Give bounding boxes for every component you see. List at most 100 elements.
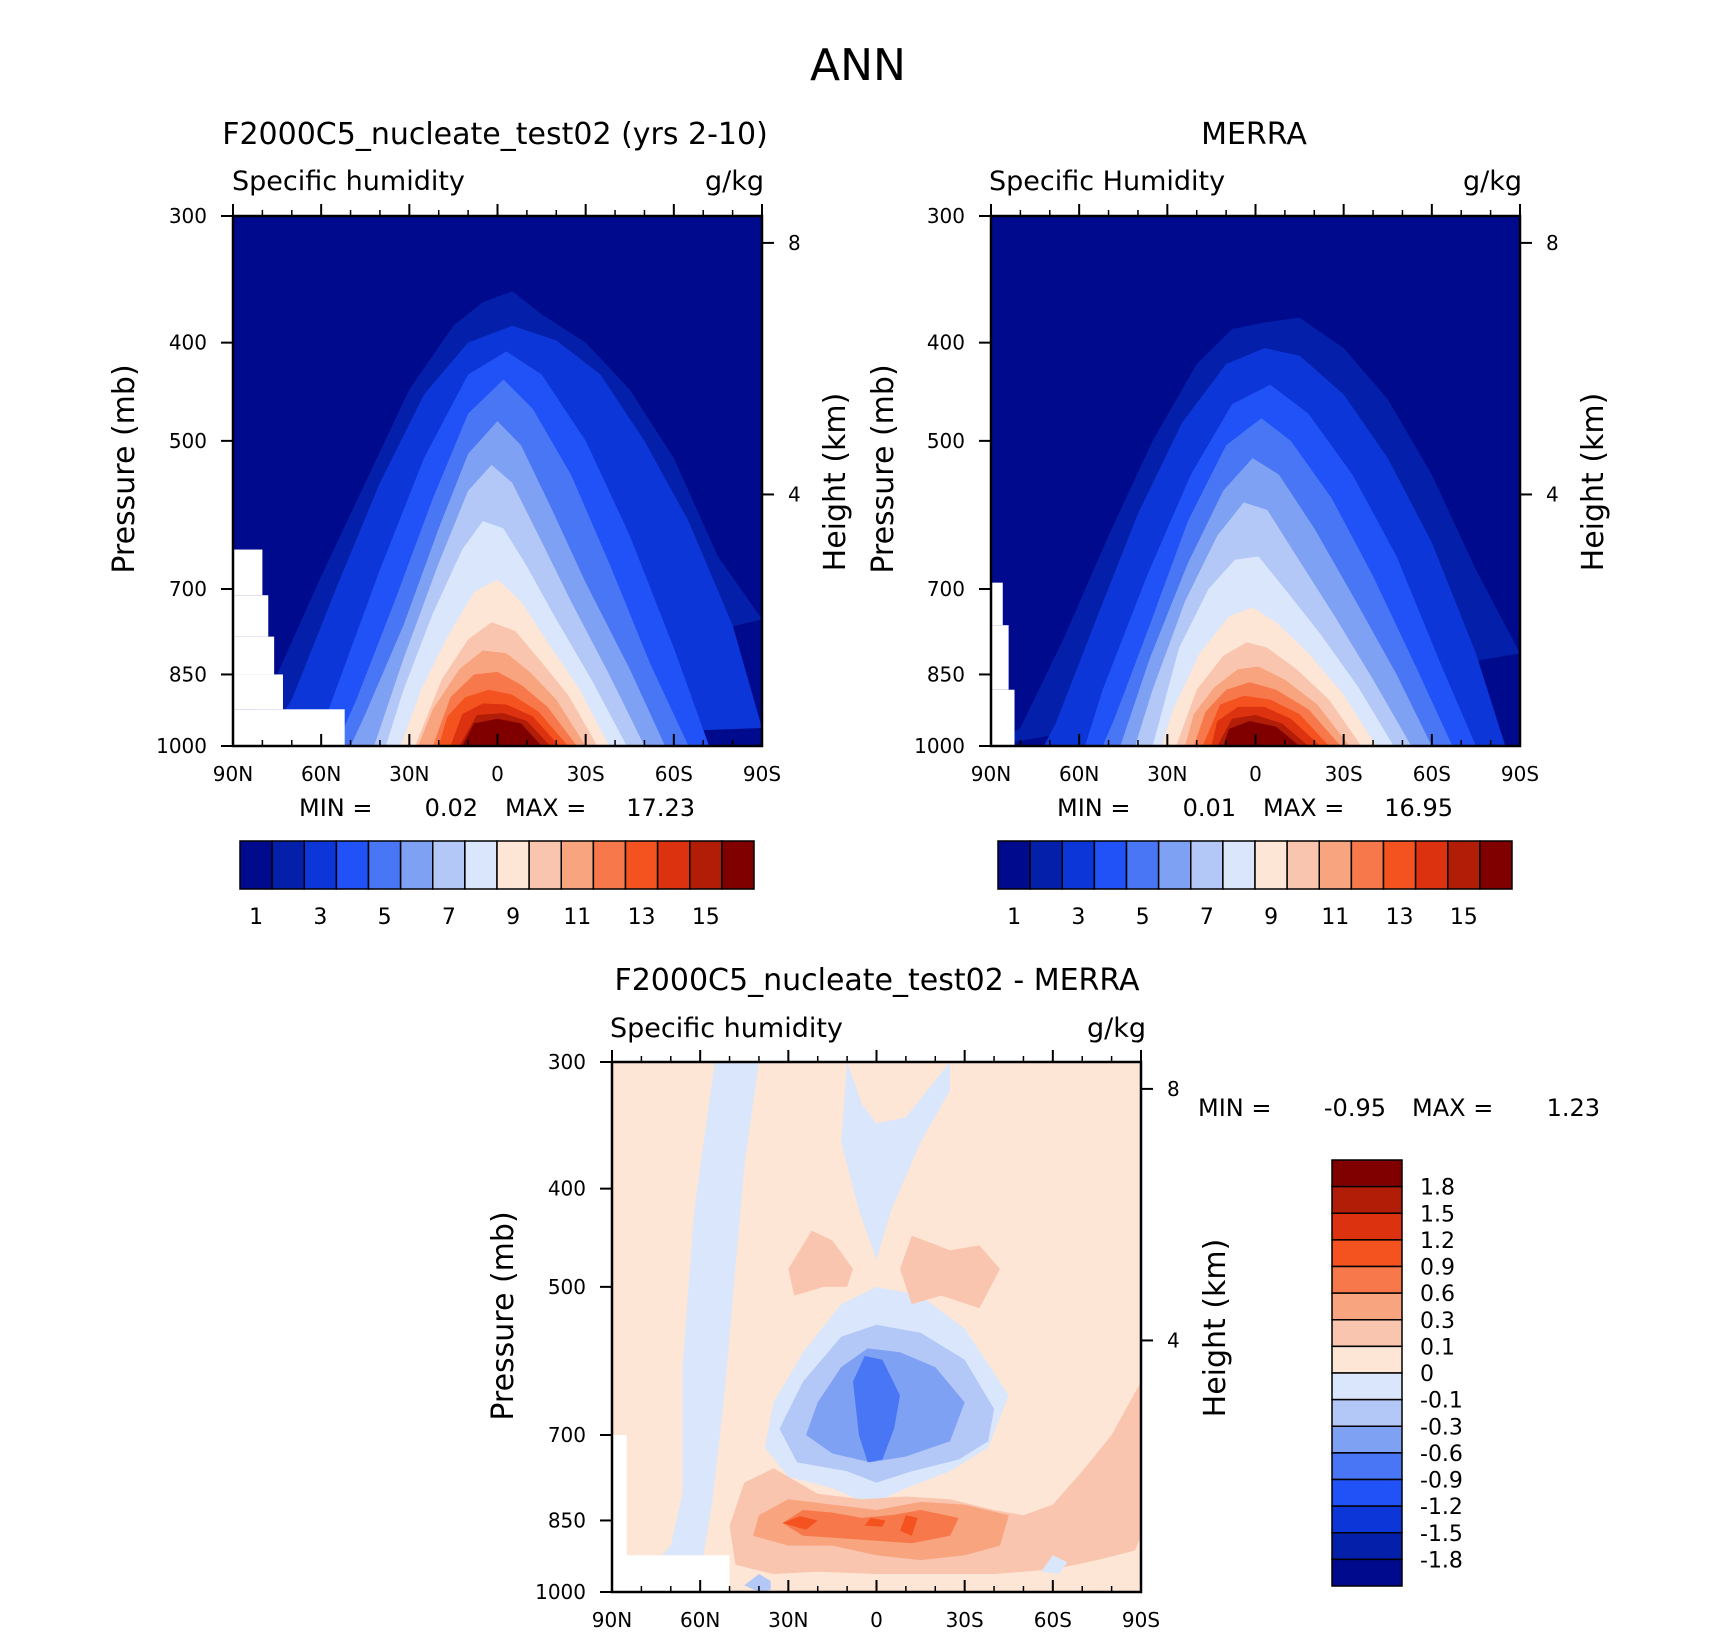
x-tick-label: 30S xyxy=(567,762,605,786)
colorbar-box xyxy=(303,840,338,890)
x-tick-label: 60N xyxy=(680,1608,720,1632)
panel-model-min-value: 0.02 xyxy=(425,794,478,822)
panel-model-colorbar: 1 3 5 7 9 11 13 15 xyxy=(239,840,755,930)
panel-merra-max-label: MAX = xyxy=(1263,794,1344,822)
panel-merra-plot: 90N 60N 30N 0 30S 60S 90S 300 400 500 700 850 1000 8 4 xyxy=(914,204,1559,786)
x-tick-label: 30S xyxy=(946,1608,984,1632)
colorbar-box xyxy=(1350,840,1385,890)
panel-model-right-label: Height (km) xyxy=(818,393,853,572)
contour-patch xyxy=(744,1574,771,1592)
colorbar-label: -0.3 xyxy=(1420,1415,1463,1440)
contour-patch xyxy=(864,1517,886,1527)
missing-data-area xyxy=(233,709,345,746)
colorbar-box xyxy=(1061,840,1096,890)
colorbar-box xyxy=(1331,1159,1403,1188)
colorbar-box xyxy=(335,840,370,890)
colorbar-label: 3 xyxy=(313,905,327,930)
panel-diff-colorbar: 1.81.51.20.90.60.30.10-0.1-0.3-0.6-0.9-1… xyxy=(1331,1159,1463,1587)
panel-diff: F2000C5_nucleate_test02 - MERRA Specific… xyxy=(486,963,1600,1632)
y-tick-label: 700 xyxy=(927,577,965,601)
contour-patch xyxy=(782,1516,818,1530)
colorbar-box xyxy=(399,840,434,890)
x-tick-label: 30N xyxy=(768,1608,808,1632)
x-tick-label: 90S xyxy=(1122,1608,1160,1632)
colorbar-label: 3 xyxy=(1071,905,1085,930)
y-tick-label: 500 xyxy=(169,429,207,453)
panel-model-title: F2000C5_nucleate_test02 (yrs 2-10) xyxy=(222,117,768,152)
x-tick-label: 90S xyxy=(1501,762,1539,786)
missing-data-area xyxy=(233,636,275,675)
x-tick-label: 30N xyxy=(1147,762,1187,786)
panel-model-units: g/kg xyxy=(705,166,764,197)
colorbar-box xyxy=(1382,840,1417,890)
colorbar-label: -1.5 xyxy=(1420,1522,1463,1547)
x-tick-label: 0 xyxy=(491,762,504,786)
y-tick-label: 400 xyxy=(548,1177,586,1201)
x-tick-label: 90N xyxy=(592,1608,632,1632)
colorbar-label: 1.8 xyxy=(1420,1176,1455,1201)
height-tick-label: 4 xyxy=(788,482,801,506)
y-tick-label: 300 xyxy=(927,204,965,228)
missing-data-area xyxy=(991,625,1009,690)
colorbar-box xyxy=(1286,840,1320,890)
colorbar-box xyxy=(1331,1319,1403,1348)
colorbar-box xyxy=(997,840,1031,890)
panel-diff-units: g/kg xyxy=(1087,1013,1146,1044)
colorbar-box xyxy=(1125,840,1160,890)
colorbar-label: -0.1 xyxy=(1420,1389,1463,1414)
contour-patch xyxy=(662,1062,759,1574)
colorbar-box xyxy=(1093,840,1128,890)
colorbar-box xyxy=(1331,1372,1403,1401)
colorbar-box xyxy=(1331,1239,1403,1268)
y-tick-label: 850 xyxy=(169,662,207,686)
panel-diff-min-value: -0.95 xyxy=(1324,1094,1386,1122)
x-tick-label: 90N xyxy=(213,762,253,786)
x-tick-label: 60S xyxy=(1034,1608,1072,1632)
x-tick-label: 60N xyxy=(301,762,341,786)
colorbar-box xyxy=(496,840,530,890)
height-tick-label: 8 xyxy=(1167,1077,1180,1101)
height-tick-label: 4 xyxy=(1167,1328,1180,1352)
panel-merra: MERRA Specific Humidity g/kg 90N 60N 30N 0 3… xyxy=(866,117,1611,930)
x-tick-label: 0 xyxy=(870,1608,883,1632)
colorbar-box xyxy=(592,840,627,890)
y-tick-label: 500 xyxy=(927,429,965,453)
colorbar-label: 1 xyxy=(249,905,263,930)
contour-patch xyxy=(1041,1555,1068,1574)
panel-merra-min-label: MIN = xyxy=(1057,794,1130,822)
colorbar-label: -0.9 xyxy=(1420,1469,1463,1494)
contour-patch xyxy=(788,1230,853,1296)
missing-data-area xyxy=(612,1434,627,1556)
colorbar-label: 9 xyxy=(1264,905,1278,930)
colorbar-box xyxy=(1331,1212,1403,1241)
colorbar-label: 0.9 xyxy=(1420,1256,1455,1281)
colorbar-box xyxy=(560,840,595,890)
y-tick-label: 300 xyxy=(169,204,207,228)
colorbar-box xyxy=(1447,840,1481,890)
height-tick-label: 8 xyxy=(788,231,801,255)
panel-merra-max-value: 16.95 xyxy=(1384,794,1453,822)
panel-merra-ylabel: Pressure (mb) xyxy=(866,364,901,573)
panel-model-max-label: MAX = xyxy=(505,794,586,822)
colorbar-label: 1.5 xyxy=(1420,1202,1455,1227)
colorbar-label: 5 xyxy=(378,905,392,930)
colorbar-box xyxy=(624,840,659,890)
colorbar-box xyxy=(1479,840,1513,890)
colorbar-label: -0.6 xyxy=(1420,1442,1463,1467)
colorbar-label: 11 xyxy=(563,905,591,930)
x-tick-label: 60S xyxy=(1413,762,1451,786)
colorbar-box xyxy=(464,840,498,890)
height-tick-label: 8 xyxy=(1546,231,1559,255)
colorbar-label: 9 xyxy=(506,905,520,930)
colorbar-box xyxy=(1331,1452,1403,1481)
x-tick-label: 90N xyxy=(971,762,1011,786)
y-tick-label: 850 xyxy=(548,1508,586,1532)
panel-model-plot: 90N 60N 30N 0 30S 60S 90S 300 400 500 700 850 1000 8 4 xyxy=(156,204,801,786)
colorbar-box xyxy=(528,840,562,890)
missing-data-area xyxy=(233,595,269,637)
colorbar-box xyxy=(1414,840,1449,890)
colorbar-label: 1 xyxy=(1007,905,1021,930)
contour-patch xyxy=(900,1515,918,1536)
colorbar-box xyxy=(656,840,691,890)
colorbar-box xyxy=(1190,840,1224,890)
